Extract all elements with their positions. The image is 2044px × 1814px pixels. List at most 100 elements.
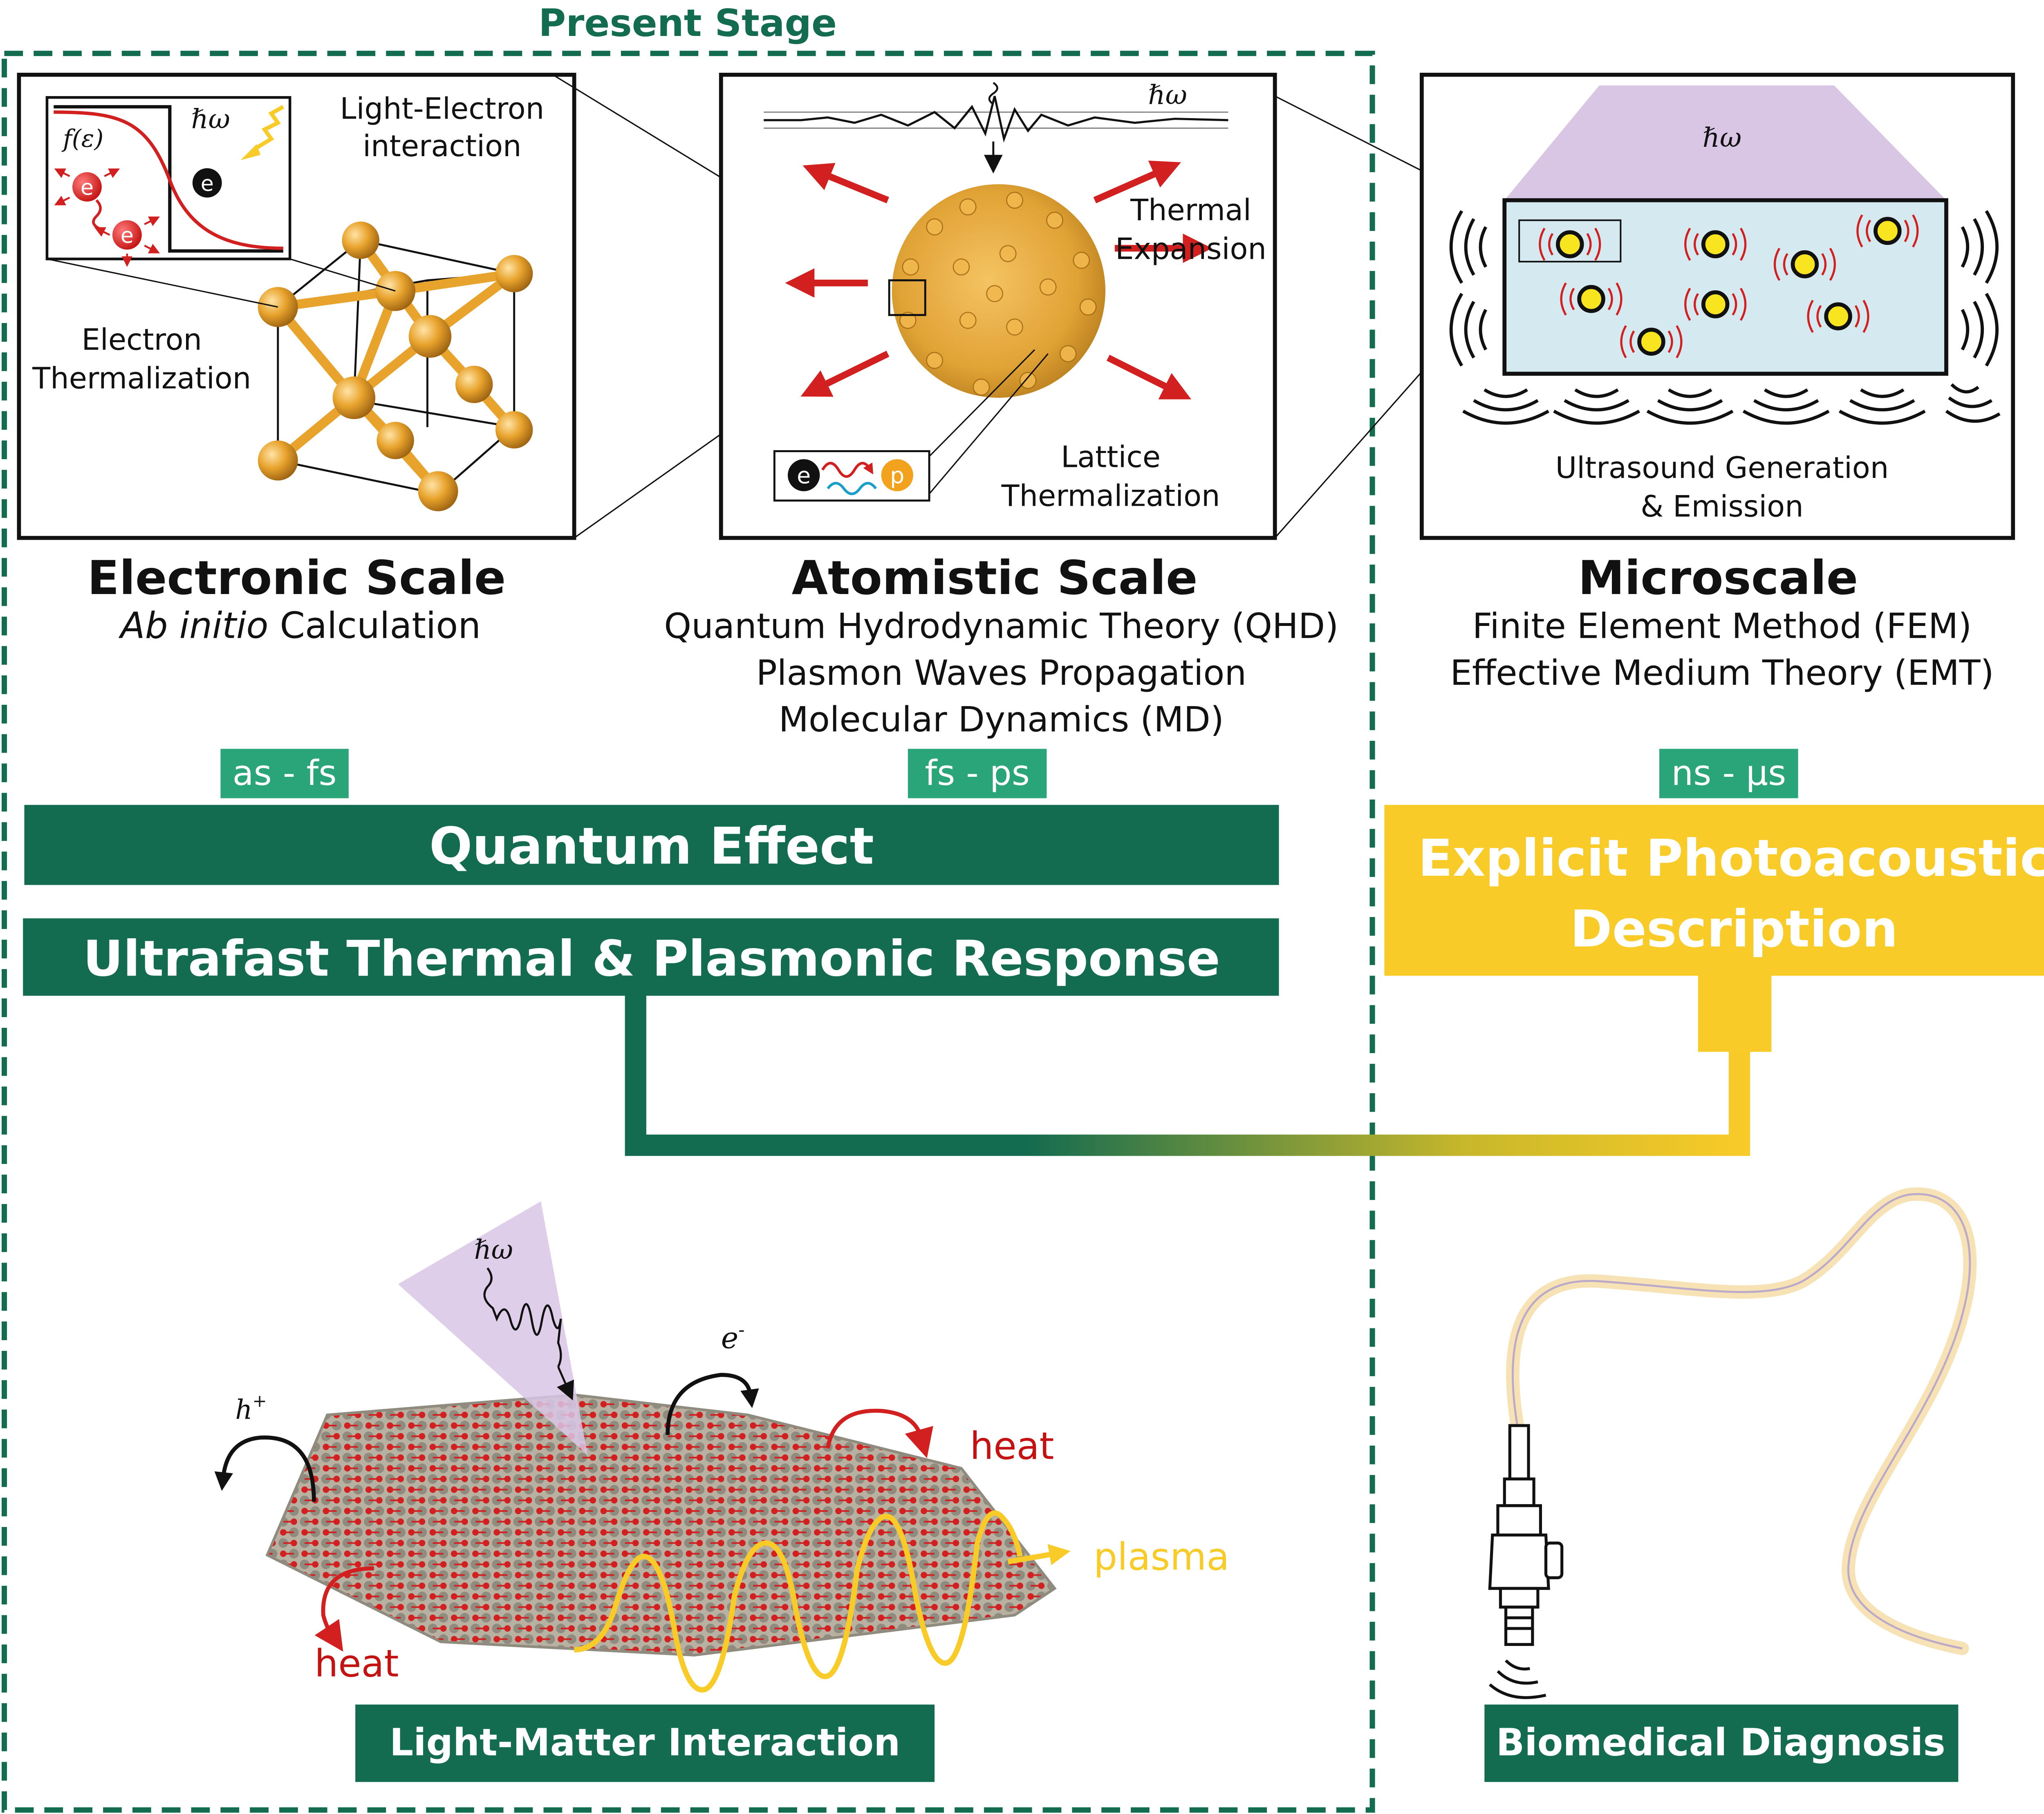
microscale-method-1: Finite Element Method (FEM) — [1472, 606, 1972, 647]
electron-thermalization-label-2: Thermalization — [32, 361, 251, 395]
medium-box — [1502, 198, 1948, 376]
lattice-sheet — [265, 1393, 1057, 1657]
ep-wave-blue — [827, 482, 877, 496]
atomistic-method-2: Plasmon Waves Propagation — [756, 653, 1247, 693]
atomistic-scale-title: Atomistic Scale — [792, 551, 1198, 605]
electron-emission-sup: - — [738, 1319, 744, 1341]
badge-as-fs-label: as - fs — [233, 753, 337, 794]
electron-emission-arrow — [666, 1372, 759, 1435]
badge-ns-us-label: ns - μs — [1671, 753, 1786, 794]
ultrafast-label: Ultrafast Thermal & Plasmonic Response — [83, 931, 1220, 988]
inset-zoom-line — [47, 258, 278, 308]
atomistic-scale-panel: ℏω Thermal Expansion Lattice Thermalizat… — [719, 72, 1277, 540]
ultrasound-label-2: & Emission — [1641, 489, 1803, 524]
biomedical-label: Biomedical Diagnosis — [1496, 1720, 1945, 1764]
micro-zoom-box — [1518, 219, 1622, 262]
fermi-function-label: f(ε) — [61, 124, 103, 152]
present-stage-label: Present Stage — [538, 1, 837, 45]
present-stage-frame — [1, 51, 1375, 1813]
biomedical-box — [1484, 1704, 1959, 1782]
electron-emission-e: e — [721, 1321, 738, 1355]
light-matter-box — [355, 1704, 935, 1782]
heat-right-arrow — [826, 1408, 933, 1458]
microscale-panel: ℏω Ultra — [1419, 72, 2015, 540]
plasma-wave — [574, 1510, 1023, 1693]
electron-red-label: e — [81, 176, 94, 200]
light-matter-label: Light-Matter Interaction — [390, 1720, 900, 1764]
badge-as-fs — [220, 749, 349, 798]
calculation-text: Calculation — [268, 605, 481, 647]
electron-red-icon — [72, 172, 102, 202]
ultrasound-probe-illustration — [1488, 1187, 1977, 1699]
step-function-curve — [54, 105, 283, 253]
electronic-scale-panel: f(ε) ℏω e e e Light-Electron interaction… — [17, 72, 576, 540]
light-matter-illustration: ℏω e- h+ heat heat plasma — [214, 1201, 1229, 1693]
nanoparticle-atoms — [899, 191, 1097, 396]
electron-red-icon — [112, 220, 142, 250]
explicit-label-1: Explicit Photoacoustic — [1418, 829, 2044, 888]
light-beam-trapezoid — [1504, 85, 1946, 200]
ultrasound-label-1: Ultrasound Generation — [1555, 451, 1889, 485]
electron-black-icon — [192, 168, 222, 198]
hole-label: h+ — [235, 1391, 267, 1425]
quantum-effect-label: Quantum Effect — [429, 817, 874, 876]
pulse-waveform — [764, 96, 1228, 143]
expansion-arrows — [785, 160, 1213, 399]
photon-wiggle — [253, 105, 285, 151]
inset-photon-label: ℏω — [191, 103, 230, 135]
probe-cable — [1506, 1187, 1977, 1655]
acoustic-emission-arcs — [1539, 214, 1919, 359]
atomistic-method-3: Molecular Dynamics (MD) — [779, 700, 1224, 740]
micro-photon-label: ℏω — [1703, 122, 1741, 153]
plasma-label: plasma — [1094, 1535, 1229, 1579]
lattice-thermalization-label-2: Thermalization — [1001, 478, 1220, 513]
electron-emission-label: e- — [721, 1319, 745, 1355]
bridge-connector — [625, 994, 1750, 1156]
electron-red-label: e — [121, 224, 134, 248]
electron-jitter-arrows — [54, 168, 160, 267]
nanoparticles — [1555, 217, 1902, 356]
hole-h: h — [235, 1395, 252, 1426]
thermal-expansion-label-1: Thermal — [1130, 193, 1251, 227]
atomistic-method-1: Quantum Hydrodynamic Theory (QHD) — [664, 606, 1338, 647]
hole-sup: + — [252, 1391, 267, 1411]
badge-fs-ps — [908, 749, 1047, 798]
explicit-photoacoustic-bar — [1384, 805, 2044, 976]
electronic-scale-method: Ab initio Calculation — [118, 605, 481, 647]
ultrasound-waves — [1449, 210, 2001, 425]
electron-black-label: e — [201, 172, 214, 196]
quantum-effect-bar — [24, 805, 1279, 885]
zoom-box — [888, 279, 926, 316]
probe-emission-waves — [1488, 1659, 1546, 1699]
pulse-down-wiggle — [988, 82, 998, 105]
microscale-method-2: Effective Medium Theory (EMT) — [1450, 653, 1994, 693]
atomistic-photon-label: ℏω — [1148, 80, 1187, 111]
probe-body — [1488, 1424, 1564, 1646]
yellow-stem — [1698, 974, 1772, 1052]
ab-initio-italic: Ab initio — [118, 605, 268, 647]
hole-emission-arrow — [214, 1435, 316, 1502]
ep-electron-icon — [788, 459, 820, 491]
explicit-label-2: Description — [1570, 900, 1898, 959]
thermal-expansion-label-2: Expansion — [1115, 231, 1266, 266]
ep-electron-label: e — [797, 462, 811, 489]
badge-fs-ps-label: fs - ps — [925, 753, 1030, 794]
ep-wave-red — [821, 462, 874, 478]
microscale-title: Microscale — [1578, 551, 1858, 605]
lattice-thermalization-label-1: Lattice — [1061, 440, 1161, 474]
electron-thermalization-label-1: Electron — [82, 322, 202, 357]
ultrafast-bar — [23, 918, 1279, 996]
inset-zoom-line — [289, 258, 396, 292]
incident-beam — [398, 1201, 588, 1455]
heat-right-label: heat — [970, 1424, 1054, 1468]
light-electron-label-2: interaction — [363, 129, 521, 163]
electronic-scale-title: Electronic Scale — [87, 551, 506, 605]
light-electron-label-1: Light-Electron — [340, 92, 545, 126]
ep-phonon-label: p — [890, 462, 904, 489]
fermi-dirac-curve — [54, 110, 283, 250]
scatter-wiggle — [92, 199, 103, 231]
ep-phonon-icon — [881, 459, 913, 491]
plasma-arrow — [1007, 1544, 1071, 1565]
badge-ns-us — [1659, 749, 1798, 798]
